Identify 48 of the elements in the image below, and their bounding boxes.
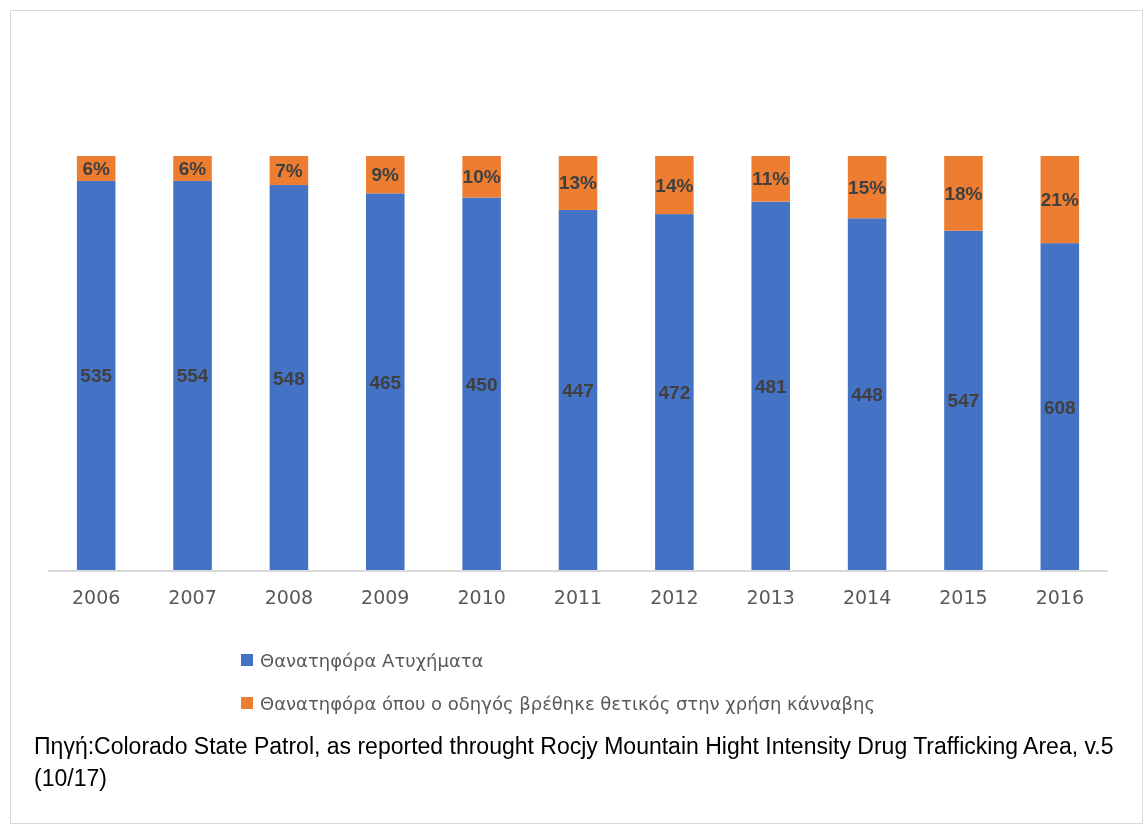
x-tick-label: 2011 xyxy=(553,586,603,609)
bar xyxy=(751,201,790,571)
data-label: 11% xyxy=(752,168,790,190)
data-label: 15% xyxy=(848,176,887,198)
annotation: 554 xyxy=(176,365,209,387)
bar xyxy=(944,230,983,571)
data-label: 6% xyxy=(82,157,111,179)
legend-label: Θανατηφόρα Ατυχήματα xyxy=(260,649,484,671)
text: Πηγή:Colorado State Patrol, as reported throught Rocjy Mountain Hight Intensity Drug Trafficking Area, v.5 (10/17) xyxy=(34,732,1115,793)
bar xyxy=(269,185,309,571)
data-label: 21% xyxy=(1040,189,1079,211)
legend-label: Θανατηφόρα όπου ο οδηγός βρέθηκε θετικός στην χρήση κάνναβης xyxy=(260,692,876,714)
bar xyxy=(655,214,694,571)
data-label: 14% xyxy=(655,174,694,196)
data-label: 9% xyxy=(371,164,400,186)
annotation: 472 xyxy=(658,382,691,404)
x-tick-label: 2014 xyxy=(842,586,892,609)
annotation: 481 xyxy=(754,375,788,397)
annotation: 535 xyxy=(80,365,113,387)
x-tick-label: 2009 xyxy=(361,586,410,609)
x-tick-label: 2016 xyxy=(1035,586,1084,609)
annotation: 608 xyxy=(1043,396,1076,418)
x-tick-label: 2006 xyxy=(72,586,121,609)
x-tick-label: 2010 xyxy=(457,586,506,609)
bar xyxy=(462,197,501,571)
x-tick-label: 2013 xyxy=(746,586,795,609)
data-label: 10% xyxy=(462,166,501,188)
bar xyxy=(1040,243,1080,571)
bar xyxy=(366,193,405,571)
x-tick-label: 2007 xyxy=(168,586,217,609)
data-label: 7% xyxy=(275,160,303,182)
annotation: 548 xyxy=(273,367,305,389)
data-label: 18% xyxy=(944,182,983,204)
annotation: 547 xyxy=(947,390,980,412)
annotation: 465 xyxy=(369,371,402,393)
data-label: 13% xyxy=(558,172,598,194)
annotation: 447 xyxy=(562,379,594,401)
bar xyxy=(558,209,598,571)
x-tick-label: 2008 xyxy=(264,586,314,609)
bar xyxy=(847,218,887,571)
bar xyxy=(76,180,116,571)
annotation: 450 xyxy=(465,373,498,395)
bar xyxy=(944,156,983,231)
bar xyxy=(173,180,212,571)
x-tick-label: 2015 xyxy=(939,586,988,609)
x-tick-label: 2012 xyxy=(650,586,699,609)
annotation: 448 xyxy=(851,384,883,406)
data-label: 6% xyxy=(178,157,207,179)
